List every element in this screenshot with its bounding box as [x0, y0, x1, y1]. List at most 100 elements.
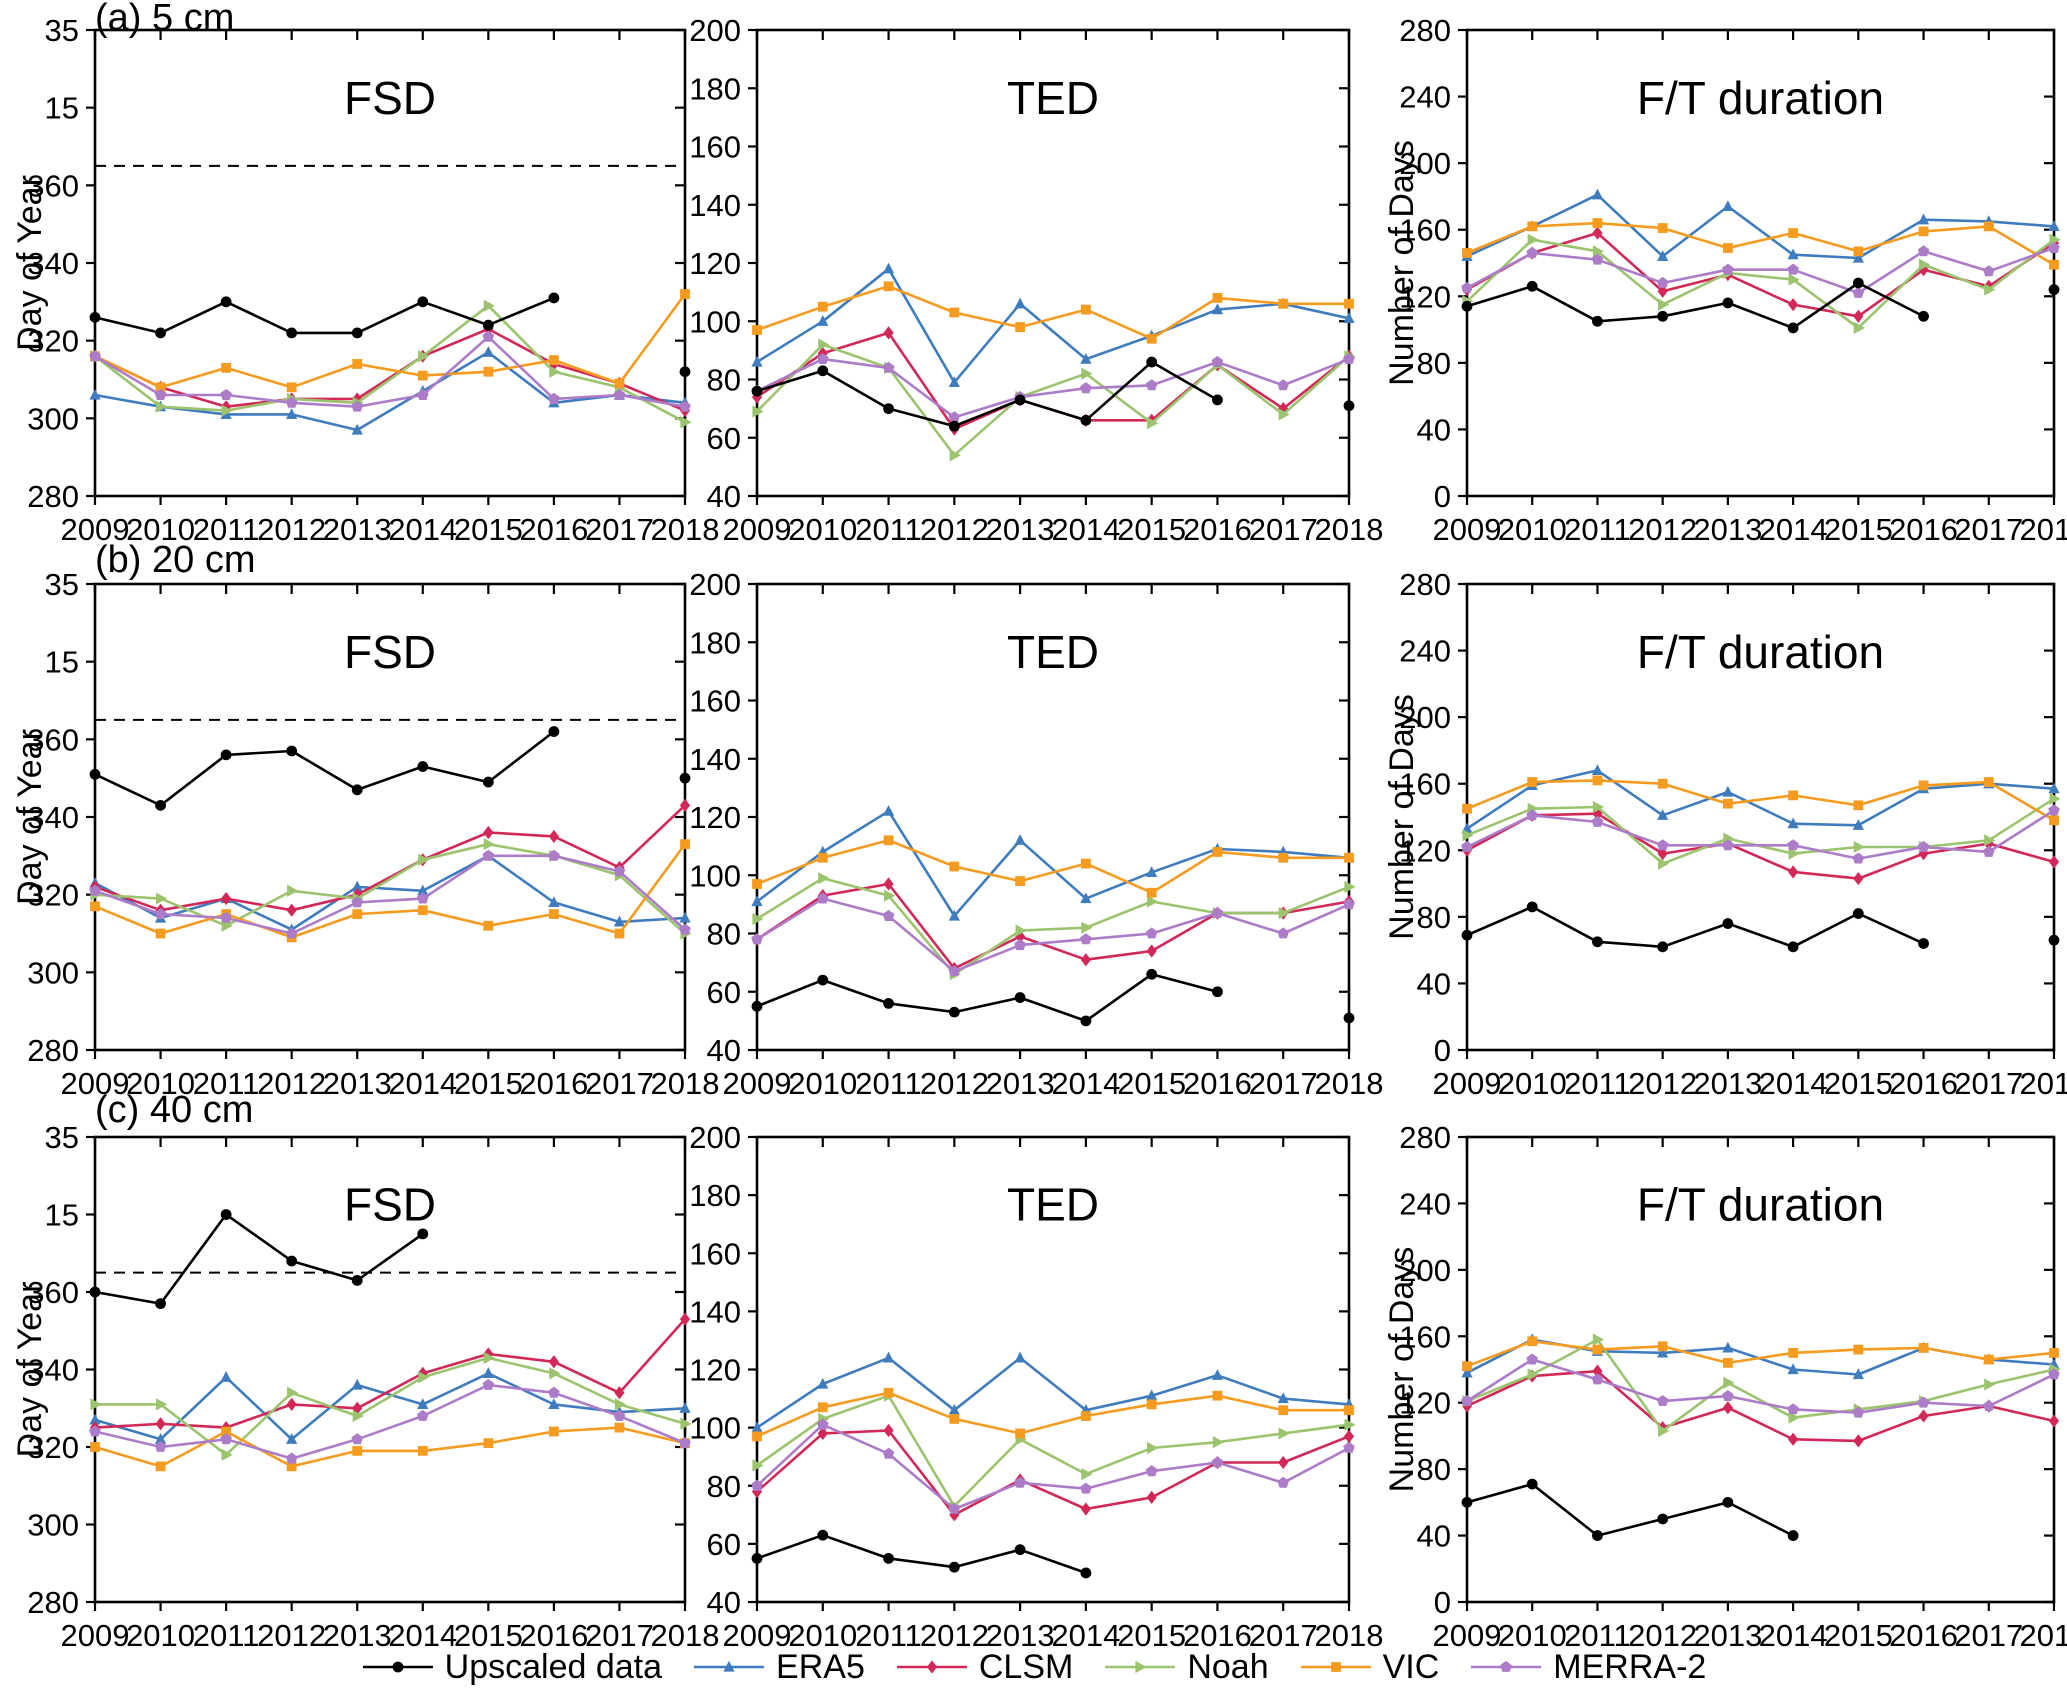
circle-marker: [1852, 908, 1864, 919]
triangle-right-marker: [1344, 1418, 1356, 1431]
square-marker: [1918, 1343, 1929, 1353]
panel-label-a: (a) 5 cm: [95, 0, 235, 39]
triangle-marker: [1657, 1346, 1669, 1358]
x-tick-label: 2011: [1564, 1618, 1631, 1653]
x-tick-label: 2011: [193, 512, 260, 547]
triangle-marker: [482, 1367, 494, 1378]
square-marker: [1015, 1428, 1026, 1439]
triangle-marker: [1014, 297, 1026, 309]
y-tick-label: 80: [707, 363, 741, 398]
triangle-marker: [1211, 1369, 1224, 1380]
pentagon-marker: [751, 933, 763, 945]
triangle-right-marker: [549, 1367, 561, 1380]
series-line-clsm: [1465, 231, 2056, 318]
series-line-clsm: [93, 804, 687, 912]
legend-label: CLSM: [978, 1647, 1074, 1686]
x-tick-label: 2017: [1954, 1066, 2023, 1101]
x-tick-label: 2018: [651, 1066, 720, 1101]
legend: Upscaled data ERA5 CLSM Noah VIC MERRA-2: [0, 1642, 2067, 1692]
triangle-marker: [351, 1378, 363, 1390]
series-line-noah: [755, 1394, 1351, 1508]
pentagon-marker: [882, 909, 895, 921]
pentagon-marker: [1461, 281, 1473, 293]
series-line-merra2: [755, 897, 1351, 973]
x-tick-label: 2009: [1433, 1066, 1502, 1101]
x-tick-label: 2015: [1824, 1618, 1893, 1653]
triangle-marker: [1917, 213, 1930, 225]
triangle-right-marker: [1788, 1411, 1800, 1424]
circle-marker: [1212, 394, 1223, 406]
pentagon-marker: [1591, 253, 1604, 265]
series-line-noah: [755, 876, 1351, 976]
triangle-marker: [1722, 1341, 1734, 1353]
x-tick-label: 2010: [126, 512, 195, 547]
x-tick-label: 2012: [920, 512, 989, 547]
diamond-marker: [1080, 953, 1091, 967]
x-tick-label: 2009: [1433, 512, 1502, 547]
square-marker: [1344, 852, 1354, 863]
triangle-right-marker: [1853, 840, 1865, 854]
square-marker: [883, 281, 894, 292]
circle-marker: [883, 403, 894, 415]
y-tick-label: 60: [707, 421, 741, 456]
square-marker: [1657, 778, 1668, 789]
triangle-marker: [1343, 312, 1355, 323]
y-tick-label: 35: [45, 1120, 79, 1155]
x-tick-label: 2013: [1693, 1618, 1762, 1653]
x-tick-label: 2013: [323, 1066, 392, 1101]
diamond-marker: [548, 829, 559, 844]
triangle-right-marker: [1984, 283, 1996, 296]
square-marker: [548, 1426, 559, 1437]
square-marker: [1146, 333, 1157, 344]
pentagon-marker: [817, 892, 829, 904]
y-tick-label: 0: [1434, 1033, 1451, 1068]
circle-marker: [1461, 1496, 1473, 1508]
x-tick-label: 2018: [2020, 512, 2067, 547]
triangle-marker: [1014, 834, 1026, 845]
x-tick-label: 2013: [986, 512, 1055, 547]
circle-marker: [1722, 297, 1734, 309]
noah-legend-swatch: [1105, 1660, 1176, 1674]
triangle-marker: [2048, 220, 2060, 231]
y-tick-label: 340: [27, 800, 79, 835]
x-tick-label: 2009: [61, 512, 130, 547]
pentagon-marker: [154, 1440, 167, 1452]
legend-label: ERA5: [776, 1647, 865, 1686]
x-tick-label: 2016: [1889, 1066, 1958, 1101]
x-tick-label: 2012: [1628, 512, 1697, 547]
circle-marker: [220, 749, 232, 761]
circle-marker: [1722, 1496, 1734, 1508]
square-marker: [817, 852, 828, 863]
square-marker: [1462, 1361, 1472, 1372]
x-tick-label: 2011: [193, 1618, 260, 1653]
circle-marker: [1526, 901, 1538, 913]
x-tick-label: 2016: [1889, 512, 1958, 547]
pentagon-marker: [1852, 286, 1865, 298]
triangle-marker: [751, 1421, 763, 1433]
circle-marker: [1014, 992, 1026, 1003]
pentagon-marker: [613, 388, 626, 400]
square-marker: [2049, 259, 2059, 270]
triangle-marker: [1461, 1366, 1473, 1378]
x-tick-label: 2009: [723, 512, 792, 547]
pentagon-marker: [1787, 839, 1799, 851]
series-line-vic: [1465, 1340, 2056, 1368]
x-tick-label: 2017: [1249, 1066, 1318, 1101]
pentagon-marker: [948, 965, 961, 977]
y-tick-label: 300: [27, 1508, 79, 1543]
y-tick-label: 180: [689, 625, 741, 660]
triangle-marker: [948, 909, 960, 921]
chart-c-ftduration: 2009201020112012201320142015201620172018…: [1383, 1120, 2067, 1653]
y-tick-label: 100: [689, 858, 741, 893]
legend-item-era5: ERA5: [692, 1648, 865, 1687]
circle-marker: [883, 1553, 894, 1564]
square-marker: [817, 1402, 828, 1413]
pentagon-marker: [751, 1479, 763, 1491]
series-line-upscaled: [1467, 907, 2054, 947]
series-line-merra2: [93, 335, 687, 408]
square-marker: [1212, 293, 1223, 303]
clsm-legend-swatch: [896, 1660, 967, 1674]
square-marker: [680, 289, 690, 299]
square-marker: [483, 1438, 494, 1449]
circle-marker: [1212, 986, 1223, 998]
